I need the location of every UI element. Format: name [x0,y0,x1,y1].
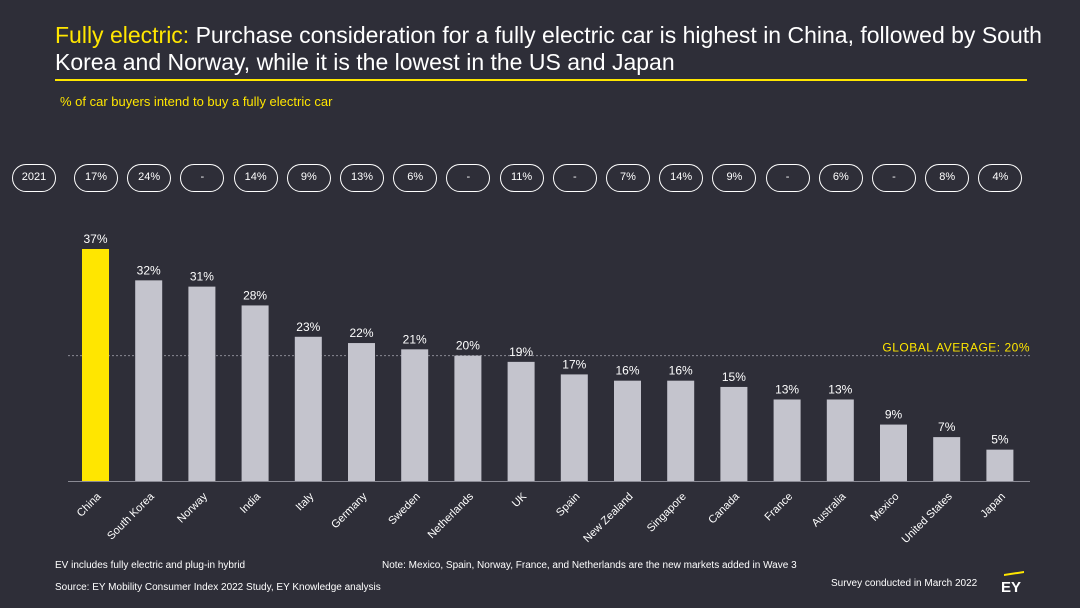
category-label: South Korea [105,490,157,542]
ey-logo-text: EY [1001,579,1021,594]
value-2021-oval: 24% [127,164,172,192]
bar-value-label: 13% [828,382,852,396]
category-label: China [75,490,104,519]
category-label: New Zealand [581,491,635,545]
category-label: Italy [294,490,317,513]
category-label: Spain [554,491,582,519]
bar [82,249,109,481]
category-label: Singapore [645,491,689,535]
ey-logo-beam [1004,571,1024,576]
page-title: Fully electric: Purchase consideration f… [55,22,1045,76]
bar [614,380,641,481]
bar-value-label: 16% [669,364,693,378]
bar [880,424,907,481]
category-label: Canada [706,490,742,526]
bar [773,399,801,481]
title-rule [55,79,1027,81]
bar [507,361,535,481]
bar [933,437,961,481]
bar [560,374,588,481]
bar-chart: GLOBAL AVERAGE: 20% 37% China 32% South Kore… [68,232,1030,546]
bar-value-label: 15% [722,370,746,384]
bar [401,349,429,481]
value-2021-oval: - [872,164,916,192]
bar [454,355,482,481]
category-label: United States [900,490,956,546]
category-label: Netherlands [426,490,477,541]
bar-value-label: 31% [190,270,214,284]
bar [241,305,269,481]
title-rest: Purchase consideration for a fully elect… [55,22,1042,75]
value-2021-oval: 4% [978,164,1023,192]
row-2021: 2021 17% 24% -14% 9% 13% 6% -11% -7% 14% 9% -6% -8% 4… [0,164,1080,194]
bar-value-label: 7% [938,420,956,434]
value-2021-oval: 6% [818,164,863,192]
source-note: Source: EY Mobility Consumer Index 2022 … [55,582,381,593]
bar-value-label: 13% [775,382,799,396]
bar-value-label: 16% [615,364,639,378]
year-2021-label: 2021 [12,164,56,192]
value-2021-oval: 8% [925,164,970,192]
bar-value-label: 17% [562,357,586,371]
bar-value-label: 19% [509,345,533,359]
category-label: UK [510,490,530,510]
value-2021-oval: 14% [659,164,704,192]
category-label: Australia [810,490,849,529]
value-2021-oval: 14% [233,164,278,192]
category-label: Norway [175,490,210,525]
value-2021-oval: 11% [499,164,544,192]
category-label: Sweden [386,491,423,528]
global-average-label: GLOBAL AVERAGE: 20% [882,341,1030,355]
category-label: Mexico [868,491,901,524]
value-2021-oval: - [180,164,225,192]
value-2021-oval: 6% [393,164,438,192]
category-label: Germany [329,490,370,531]
bar [135,280,163,481]
value-2021-oval: 7% [606,164,650,192]
bar-value-label: 20% [456,339,480,353]
value-2021-oval: 13% [340,164,384,192]
chart-subtitle: % of car buyers intend to buy a fully el… [60,94,333,109]
value-2021-oval: - [446,164,491,192]
value-2021-oval: 9% [712,164,757,192]
bar-value-label: 9% [885,408,903,422]
title-lead: Fully electric: [55,22,190,48]
survey-note: Survey conducted in March 2022 [831,578,978,589]
bar [294,336,322,481]
bar [188,286,216,481]
bar [986,449,1014,481]
bar-value-label: 22% [349,326,373,340]
footnote-new-markets: Note: Mexico, Spain, Norway, France, and… [382,560,797,571]
bar-value-label: 37% [83,232,107,246]
footnote-ev: EV includes fully electric and plug-in h… [55,560,246,571]
bar [348,343,375,481]
bar-value-label: 5% [991,433,1009,447]
bar-value-label: 23% [296,320,320,334]
bar-value-label: 21% [403,332,427,346]
bar [720,386,748,481]
category-label: India [238,490,264,516]
category-label: France [763,491,796,524]
value-2021-oval: - [765,164,810,192]
bar [826,399,854,481]
bar [667,380,695,481]
bar-value-label: 28% [243,288,267,302]
value-2021-oval: 17% [74,164,118,192]
ey-logo: EY [1001,571,1024,594]
value-2021-oval: - [552,164,597,192]
value-2021-oval: 9% [286,164,331,192]
category-label: Japan [978,491,1008,521]
bar-value-label: 32% [137,263,161,277]
